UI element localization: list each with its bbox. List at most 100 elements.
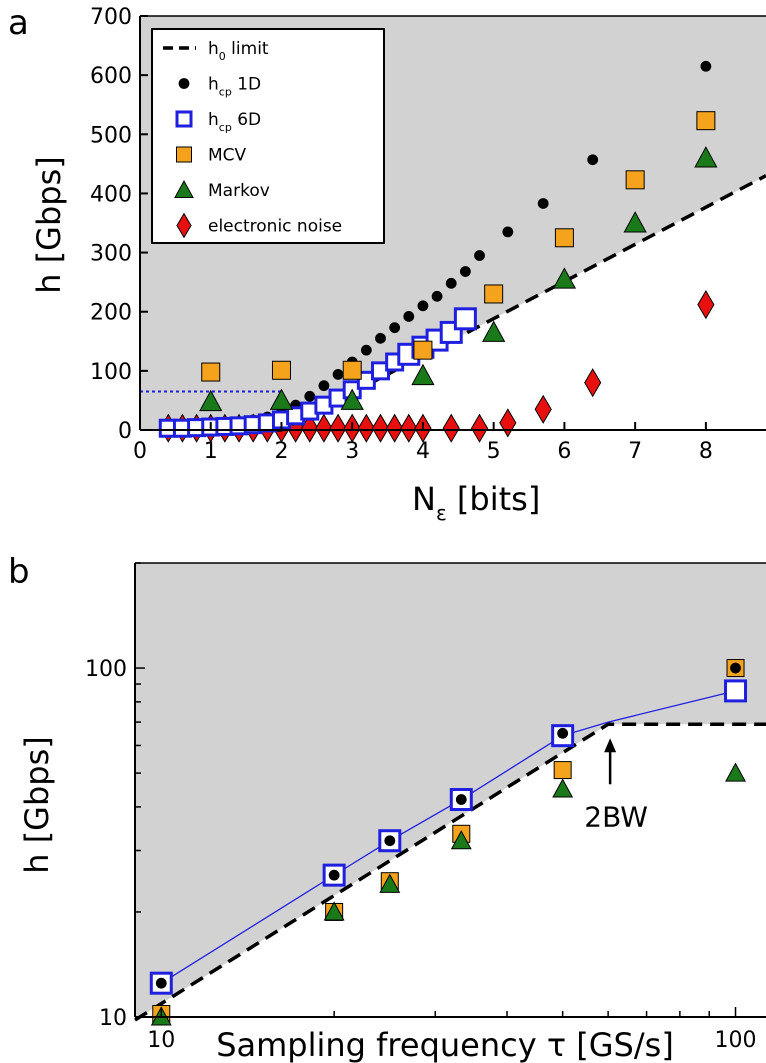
hcp-1d-point [730,662,741,674]
panel-a-x-label: Nε [bits] [412,480,540,525]
legend-label: hcp 6D [208,110,261,134]
markov-point [694,146,718,168]
panel-b: 10 100 10 100 b h [Gbps] Sampling frequency… [8,552,766,1063]
panel-a-label: a [8,3,29,43]
x-tick-label: 6 [557,439,571,464]
legend-label-main: electronic noise [208,217,342,237]
mcv-point [201,362,221,382]
electronic-noise-point [584,368,602,398]
y-tick-label: 300 [90,242,132,267]
mcv-point [553,761,572,780]
hcp-6d-point [724,679,748,703]
legend-label-rest: 1D [232,75,261,95]
legend-marker [176,146,192,163]
electronic-noise-point [371,413,390,443]
panel-a-feasible-region [161,175,766,430]
x-tick-label: 10 [147,1028,175,1053]
y-tick-label: 10 [99,1006,127,1031]
panel-b-x-label: Sampling frequency τ [GS/s] [216,1026,674,1063]
hcp-6d-point [453,307,477,331]
electronic-noise-point [386,413,404,443]
markov-point [340,388,364,410]
legend-label: MCV [208,146,247,166]
hcp-1d-point [587,154,599,166]
x-tick-label: 1 [204,439,218,464]
legend-label-main: h [208,39,219,59]
markov-point [552,778,574,798]
hcp-1d-point [384,835,396,847]
x-tick-label: 5 [487,439,501,464]
hcp-1d-point [445,277,457,289]
hcp-1d-point [459,266,471,277]
markov-point [199,389,223,412]
panel-b-ticks: 10 100 10 100 [85,562,757,1053]
markov-point [552,267,577,289]
markov-point [411,363,435,386]
y-tick-label: 700 [90,5,132,30]
markov-point [623,211,647,233]
mcv-point [413,340,433,360]
y-tick-label: 100 [85,657,127,682]
hcp-1d-point [389,322,401,334]
x-tick-label: 8 [699,439,713,464]
panel-a-x-label-sub: ε [436,501,447,525]
x-tick-label: 7 [628,439,642,464]
y-tick-label: 500 [90,123,132,148]
legend-label-main: Markov [208,181,270,201]
markov-point [725,762,746,782]
annotation-2bw: 2BW [584,738,648,833]
electronic-noise-point [315,413,333,443]
electronic-noise-point [499,408,517,438]
markov-point [482,320,506,342]
legend-label: Markov [208,181,270,201]
y-tick-label: 600 [90,64,132,89]
h0-limit-line [134,722,766,1022]
electronic-noise-point [470,413,489,443]
legend-label-rest: 6D [232,110,261,130]
hcp-1d-point [474,250,485,261]
x-tick-label: 4 [416,439,430,464]
legend-label-rest: limit [226,39,269,59]
y-tick-label: 100 [90,360,132,385]
markov-point [450,830,472,850]
panel-a-ticks: 0 1 2 3 4 5 6 7 8 0 100 200 300 400 500 600 700 [90,5,713,464]
hcp-1d-point [360,344,372,356]
panel-a-x-label-rest: [bits] [447,480,541,518]
panel-a-y-label: h [Gbps] [30,156,68,294]
panel-a-series [140,60,766,443]
legend-label-main: MCV [208,146,247,166]
hcp-1d-point [375,332,386,344]
panel-b-y-label: h [Gbps] [18,736,56,874]
panel-b-label: b [8,552,30,592]
hcp-1d-point [431,290,443,302]
mcv-point [696,111,716,131]
annotation-2bw-label: 2BW [584,800,648,833]
panel-a: 0 1 2 3 4 5 6 7 8 0 100 200 300 400 500 600 700 a h [Gbp… [8,3,766,525]
hcp-1d-point [502,226,514,238]
x-tick-label: 0 [133,439,147,464]
hcp-1d-point [417,300,429,312]
markov-point [323,901,345,921]
legend-label-sub: cp [219,121,232,134]
legend-marker [174,179,194,198]
legend-label-sub: 0 [219,50,226,63]
hcp-1d-point [328,869,340,881]
mcv-point [625,170,645,190]
mcv-point [342,360,362,380]
legend-label-main: h [208,75,219,95]
y-tick-label: 400 [90,182,132,207]
hcp-1d-point [403,311,415,322]
markov-point [379,873,401,893]
electronic-noise-point [357,413,375,443]
hcp-1d-point [700,60,712,72]
electronic-noise-point [442,413,460,443]
electronic-noise-point [329,413,347,443]
markov-point [269,388,294,410]
x-tick-label: 3 [345,439,359,464]
legend-marker [176,212,192,239]
y-tick-label: 0 [118,419,132,444]
x-tick-label: 100 [715,1028,757,1053]
